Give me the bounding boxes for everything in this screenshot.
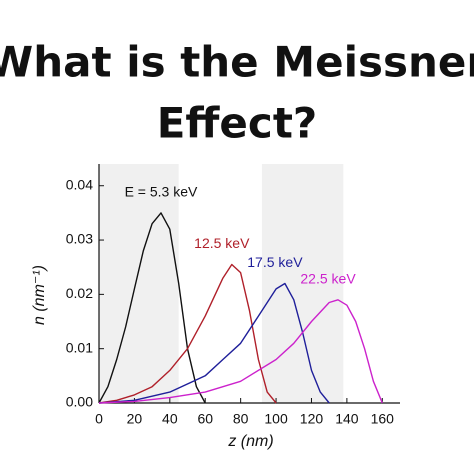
y-tick-label: 0.01 <box>66 339 93 355</box>
chart-title: What is the Meissner <box>0 38 474 87</box>
x-axis-label: z (nm) <box>227 433 273 450</box>
series-line <box>98 263 277 404</box>
series-line <box>98 299 383 404</box>
x-tick-label: 20 <box>127 411 143 427</box>
series-label: E = 5.3 keV <box>125 184 198 200</box>
chart-title: Effect? <box>157 99 318 148</box>
series-label: 22.5 keV <box>300 270 356 286</box>
y-tick-label: 0.03 <box>66 231 93 247</box>
y-tick-label: 0.04 <box>66 176 93 192</box>
x-tick-label: 0 <box>95 411 103 427</box>
x-tick-label: 160 <box>371 411 395 427</box>
series-label: 12.5 keV <box>194 235 250 251</box>
x-tick-label: 140 <box>335 411 359 427</box>
series-line <box>98 282 330 404</box>
shaded-region <box>99 164 179 403</box>
x-tick-label: 60 <box>197 411 213 427</box>
shaded-region <box>261 164 344 403</box>
x-tick-label: 40 <box>162 411 178 427</box>
y-axis-label: n (nm⁻¹) <box>31 265 48 325</box>
x-tick-label: 100 <box>264 411 288 427</box>
y-tick-label: 0.02 <box>66 285 93 301</box>
y-tick-label: 0.00 <box>66 394 93 410</box>
x-tick-label: 80 <box>233 411 249 427</box>
series-label: 17.5 keV <box>247 254 303 270</box>
x-tick-label: 120 <box>300 411 324 427</box>
